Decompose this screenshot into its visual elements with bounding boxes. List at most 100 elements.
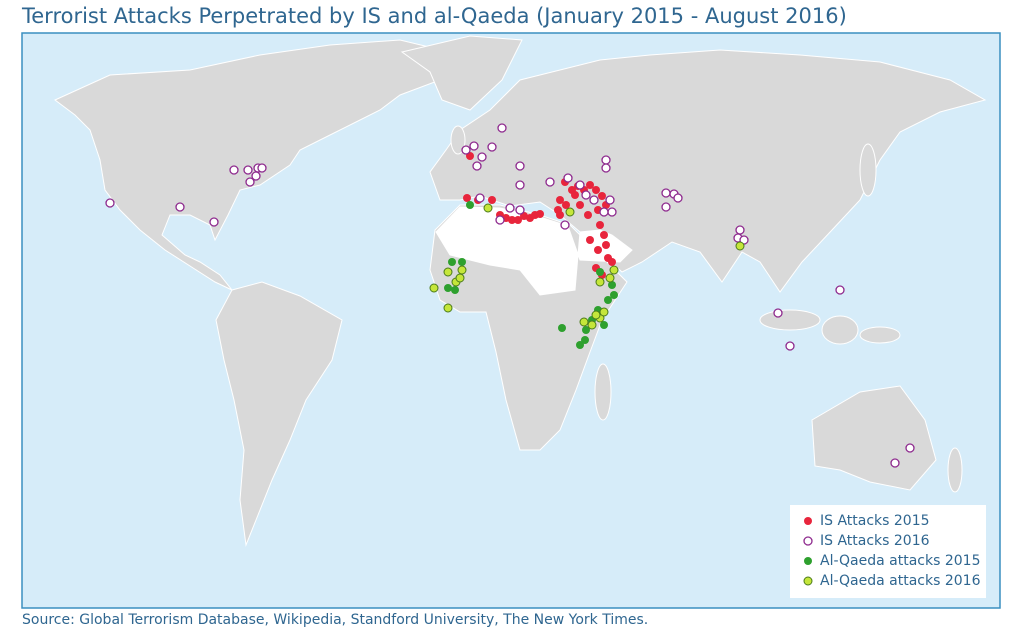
attack-marker [589,195,599,205]
attack-marker [243,165,253,175]
attack-marker [514,216,522,224]
legend-label: IS Attacks 2015 [820,513,930,529]
attack-marker [497,123,507,133]
attack-marker [488,196,496,204]
attack-marker [560,220,570,230]
attack-marker [475,193,485,203]
attack-marker [581,190,591,200]
attack-marker [803,576,813,586]
attack-marker [735,225,745,235]
attack-marker [105,198,115,208]
landmass [54,35,987,547]
attack-marker [661,188,671,198]
legend-label: Al-Qaeda attacks 2016 [820,573,981,589]
attack-marker [536,210,544,218]
attack-marker [598,192,606,200]
attack-marker [563,173,573,183]
attack-marker [558,324,566,332]
map-title: Terrorist Attacks Perpetrated by IS and … [22,4,847,28]
attack-marker [735,241,745,251]
attack-marker [605,273,615,283]
attack-marker [556,211,564,219]
attack-marker [599,207,609,217]
attack-marker [463,194,471,202]
attack-marker [601,163,611,173]
attack-marker [803,536,813,546]
attack-marker [596,268,604,276]
attack-marker [600,321,608,329]
attack-marker [602,241,610,249]
source-note: Source: Global Terrorism Database, Wikip… [22,612,649,628]
attack-marker [495,215,505,225]
attack-marker [571,191,579,199]
attack-marker [457,265,467,275]
attack-marker [209,217,219,227]
legend-box [790,505,986,598]
attack-marker [466,201,474,209]
attack-marker [785,341,795,351]
attack-marker [245,177,255,187]
attack-marker [609,265,619,275]
attack-marker [483,203,493,213]
attack-marker [592,186,600,194]
attack-marker [599,307,609,317]
attack-marker [596,221,604,229]
attack-marker [251,171,261,181]
attack-marker [443,303,453,313]
attack-marker [515,180,525,190]
attack-marker [515,161,525,171]
attack-marker [605,195,615,205]
attack-marker [594,246,602,254]
attack-marker [804,557,812,565]
attack-marker [586,181,594,189]
attack-marker [582,326,590,334]
attack-marker [229,165,239,175]
attack-marker [804,517,812,525]
attack-marker [835,285,845,295]
legend-label: Al-Qaeda attacks 2015 [820,553,980,569]
attack-marker [443,267,453,277]
attack-marker [610,291,618,299]
legend-label: IS Attacks 2016 [820,533,930,549]
attack-marker [461,145,471,155]
attack-marker [477,152,487,162]
attack-marker [565,207,575,217]
attack-marker [429,283,439,293]
attack-marker [257,163,267,173]
attack-marker [444,284,452,292]
attack-marker [455,273,465,283]
attack-marker [600,231,608,239]
attack-marker [448,258,456,266]
attack-marker [890,458,900,468]
attack-marker [508,216,516,224]
attack-marker [673,193,683,203]
attack-marker [175,202,185,212]
attack-marker [586,236,594,244]
attack-marker [469,141,479,151]
attack-marker [584,211,592,219]
attack-marker [587,320,597,330]
attack-marker [515,205,525,215]
attack-marker [458,258,466,266]
attack-marker [487,142,497,152]
attack-marker [579,317,589,327]
attack-marker [581,336,589,344]
attack-marker [607,207,617,217]
attack-marker [451,286,459,294]
attack-marker [595,277,605,287]
attack-markers [105,123,915,468]
attack-marker [556,196,564,204]
attack-marker [661,202,671,212]
attack-marker [905,443,915,453]
attack-marker [576,201,584,209]
attack-marker [576,341,584,349]
attack-marker [601,155,611,165]
attack-marker [604,296,612,304]
attack-marker [505,203,515,213]
attack-marker [608,258,616,266]
attack-marker [545,177,555,187]
attack-marker [575,180,585,190]
attack-marker [562,201,570,209]
